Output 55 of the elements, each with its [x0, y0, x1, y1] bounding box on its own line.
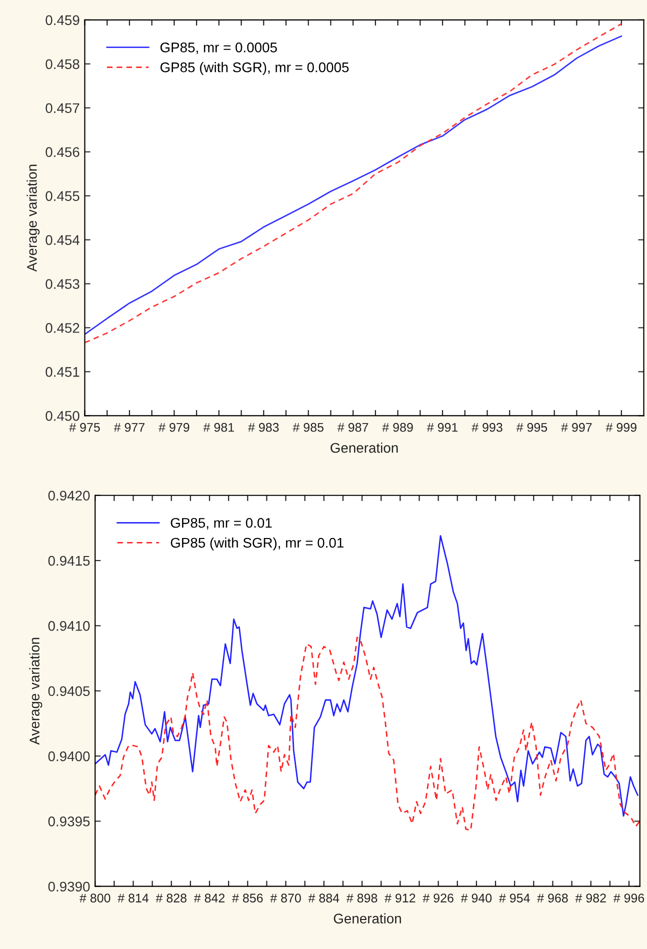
y-tick-label: 0.9390 [48, 882, 90, 892]
y-tick-label: 0.9420 [48, 490, 90, 501]
legend-label: GP85, mr = 0.0005 [160, 42, 277, 54]
y-tick-label: 0.9405 [48, 686, 90, 696]
x-tick-label: # 856 [232, 894, 263, 902]
y-tick-label: 0.451 [46, 367, 80, 377]
y-tick-label: 0.454 [46, 235, 80, 245]
x-tick-label: # 954 [499, 894, 530, 902]
y-tick-label: 0.452 [46, 323, 80, 333]
x-axis-title: Generation [334, 913, 401, 924]
x-tick-label: # 870 [270, 894, 301, 902]
x-tick-label: # 979 [158, 422, 190, 432]
x-tick-label: # 912 [384, 894, 416, 902]
legend-label: GP85 (with SGR), mr = 0.0005 [160, 62, 349, 75]
x-tick-label: # 999 [606, 422, 636, 432]
x-tick-label: # 940 [460, 894, 492, 902]
y-tick-label: 0.9415 [48, 556, 90, 566]
legend-label: GP85, mr = 0.01 [170, 518, 272, 530]
x-tick-label: # 842 [194, 894, 225, 902]
legend-label: GP85 (with SGR), mr = 0.01 [170, 537, 344, 550]
x-tick-label: # 800 [80, 894, 110, 902]
x-tick-label: # 898 [346, 894, 378, 902]
y-tick-label: 0.456 [46, 147, 80, 158]
y-tick-label: 0.450 [46, 410, 80, 421]
x-tick-label: # 983 [248, 422, 279, 432]
x-tick-label: # 991 [426, 422, 458, 432]
line-series [95, 636, 640, 832]
x-tick-label: # 975 [69, 422, 100, 432]
y-tick-label: 0.9410 [48, 621, 90, 631]
y-tick-label: 0.453 [46, 279, 80, 289]
y-tick-label: 0.457 [46, 103, 80, 114]
y-tick-label: 0.455 [46, 191, 80, 201]
y-axis-title: Average variation [26, 164, 40, 272]
x-tick-label: # 997 [561, 422, 592, 432]
y-tick-label: 0.459 [46, 15, 80, 26]
x-tick-label: # 977 [114, 422, 144, 432]
x-tick-label: # 828 [156, 894, 186, 902]
x-tick-label: # 981 [203, 422, 234, 432]
x-tick-label: # 926 [422, 894, 454, 902]
x-tick-label: # 987 [337, 422, 368, 432]
y-tick-label: 0.9395 [48, 816, 90, 826]
x-tick-label: # 989 [382, 422, 413, 432]
x-tick-label: # 884 [308, 894, 340, 902]
x-tick-label: # 996 [613, 894, 644, 902]
x-tick-label: # 982 [575, 894, 606, 902]
x-tick-label: # 814 [118, 894, 149, 902]
x-tick-label: # 993 [472, 422, 502, 432]
x-axis-title: Generation [330, 442, 398, 453]
x-tick-label: # 995 [516, 422, 548, 432]
x-tick-label: # 985 [292, 422, 324, 432]
y-tick-label: 0.458 [46, 59, 80, 70]
y-axis-title: Average variation [29, 638, 42, 745]
x-tick-label: # 968 [537, 894, 568, 902]
line-series [95, 535, 638, 817]
y-tick-label: 0.9400 [48, 751, 90, 762]
